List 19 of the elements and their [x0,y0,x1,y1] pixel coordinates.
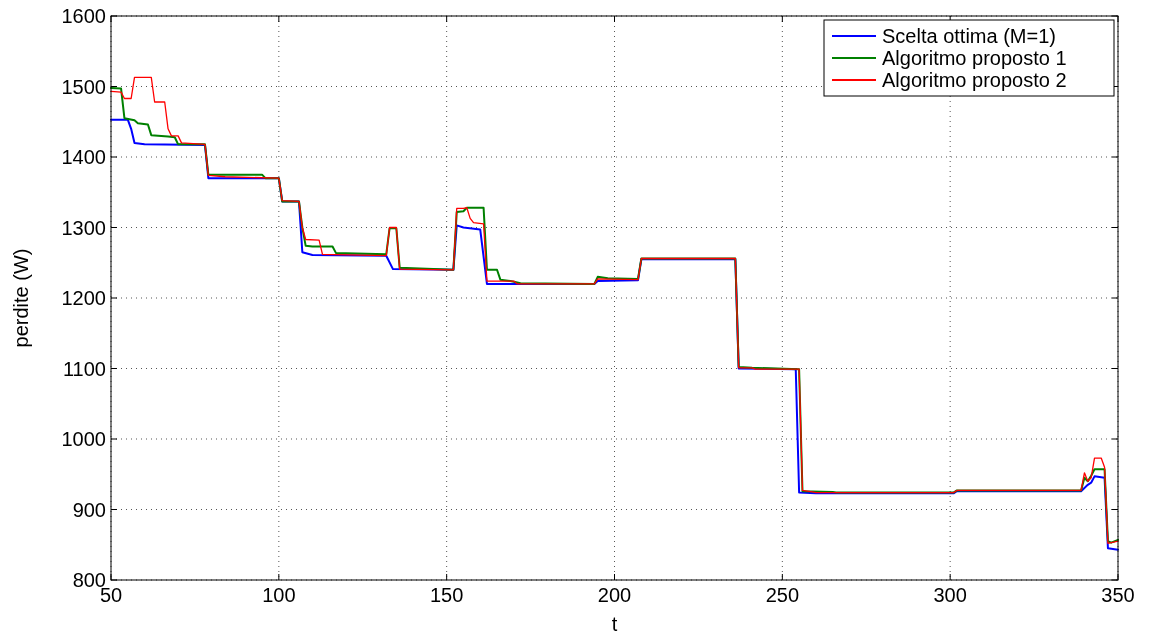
x-tick-label: 350 [1101,584,1135,606]
x-tick-label: 100 [262,584,296,606]
y-tick-label: 1100 [62,357,106,380]
y-tick-label: 1000 [61,428,106,450]
legend-label: Scelta ottima (M=1) [882,25,1056,47]
legend-label: Algoritmo proposto 2 [882,69,1067,91]
y-tick-label: 1600 [61,5,106,27]
legend-label: Algoritmo proposto 1 [882,47,1067,69]
y-tick-label: 1400 [61,146,106,168]
x-tick-label: 300 [933,584,967,606]
y-tick-label: 900 [72,498,106,521]
x-tick-label: 150 [429,584,464,606]
y-tick-label: 1300 [61,216,106,239]
x-axis-title: t [611,613,618,635]
x-tick-label: 200 [597,584,632,606]
x-tick-label: 250 [765,584,800,606]
y-tick-label: 1200 [61,287,106,309]
y-tick-label: 1500 [61,75,106,98]
y-axis-title: perdite (W) [10,248,32,348]
